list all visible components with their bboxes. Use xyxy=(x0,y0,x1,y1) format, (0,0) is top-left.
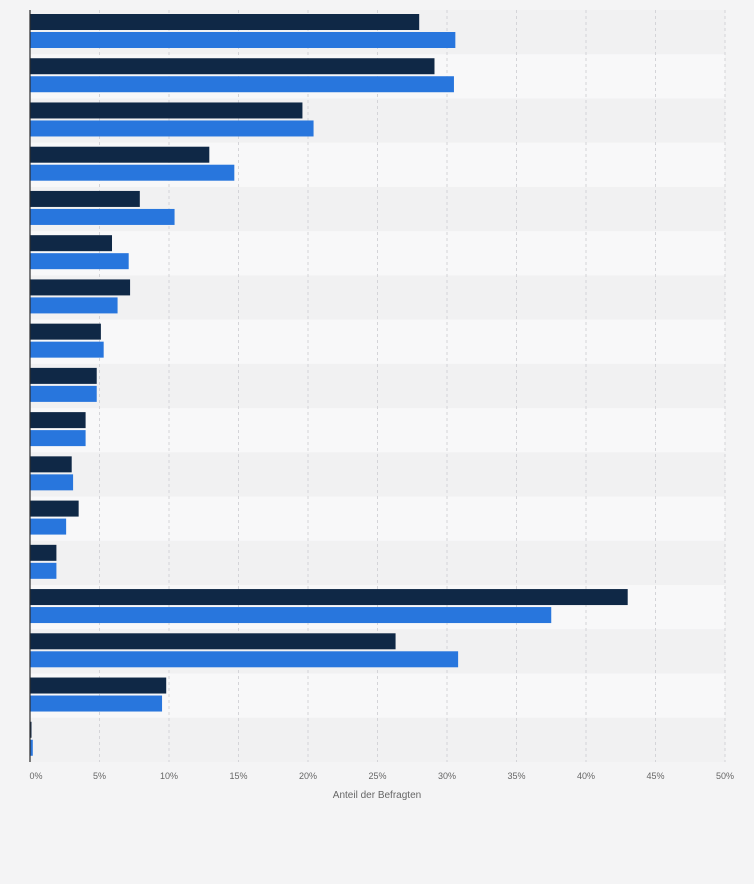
bar-series-2 xyxy=(30,164,235,181)
bar-series-1 xyxy=(30,323,101,340)
x-tick-label: 10% xyxy=(160,771,178,781)
bar-series-1 xyxy=(30,412,86,429)
x-tick-label: 5% xyxy=(93,771,106,781)
bar-series-2 xyxy=(30,76,454,93)
bar-series-2 xyxy=(30,297,118,314)
bar-series-1 xyxy=(30,235,113,252)
bars xyxy=(30,14,628,756)
bar-series-2 xyxy=(30,607,552,624)
bar-series-2 xyxy=(30,695,163,712)
bar-series-1 xyxy=(30,500,79,517)
x-tick-label: 50% xyxy=(716,771,734,781)
x-tick-label: 20% xyxy=(299,771,317,781)
bar-series-2 xyxy=(30,739,33,756)
bar-series-1 xyxy=(30,633,396,650)
x-tick-label: 15% xyxy=(229,771,247,781)
bar-series-2 xyxy=(30,341,104,358)
x-tick-label: 35% xyxy=(507,771,525,781)
bar-series-2 xyxy=(30,253,129,270)
bar-series-1 xyxy=(30,367,97,384)
x-tick-label: 30% xyxy=(438,771,456,781)
bar-series-1 xyxy=(30,190,140,207)
x-tick-label: 40% xyxy=(577,771,595,781)
bar-series-1 xyxy=(30,589,628,606)
bar-series-1 xyxy=(30,721,32,738)
bar-series-2 xyxy=(30,474,74,491)
x-tick-label: 45% xyxy=(646,771,664,781)
x-tick-label: 0% xyxy=(29,771,42,781)
bar-series-2 xyxy=(30,120,314,137)
bar-series-1 xyxy=(30,279,131,296)
bar-series-1 xyxy=(30,14,420,30)
bar-series-1 xyxy=(30,102,303,119)
bar-series-1 xyxy=(30,146,210,163)
bar-series-1 xyxy=(30,456,72,473)
bar-series-2 xyxy=(30,385,97,402)
bar-series-1 xyxy=(30,677,167,694)
bar-series-2 xyxy=(30,32,456,48)
bar-series-2 xyxy=(30,208,175,225)
bar-series-1 xyxy=(30,544,57,561)
bar-series-1 xyxy=(30,58,435,75)
bar-series-2 xyxy=(30,430,86,447)
x-axis-label: Anteil der Befragten xyxy=(333,790,421,801)
x-tick-labels: 0% 5% 10% 15% 20% 25% 30% 35% 40% 45% 50% xyxy=(29,771,734,781)
bar-series-2 xyxy=(30,651,459,668)
bar-series-2 xyxy=(30,518,67,535)
bar-series-2 xyxy=(30,562,57,579)
x-tick-label: 25% xyxy=(368,771,386,781)
